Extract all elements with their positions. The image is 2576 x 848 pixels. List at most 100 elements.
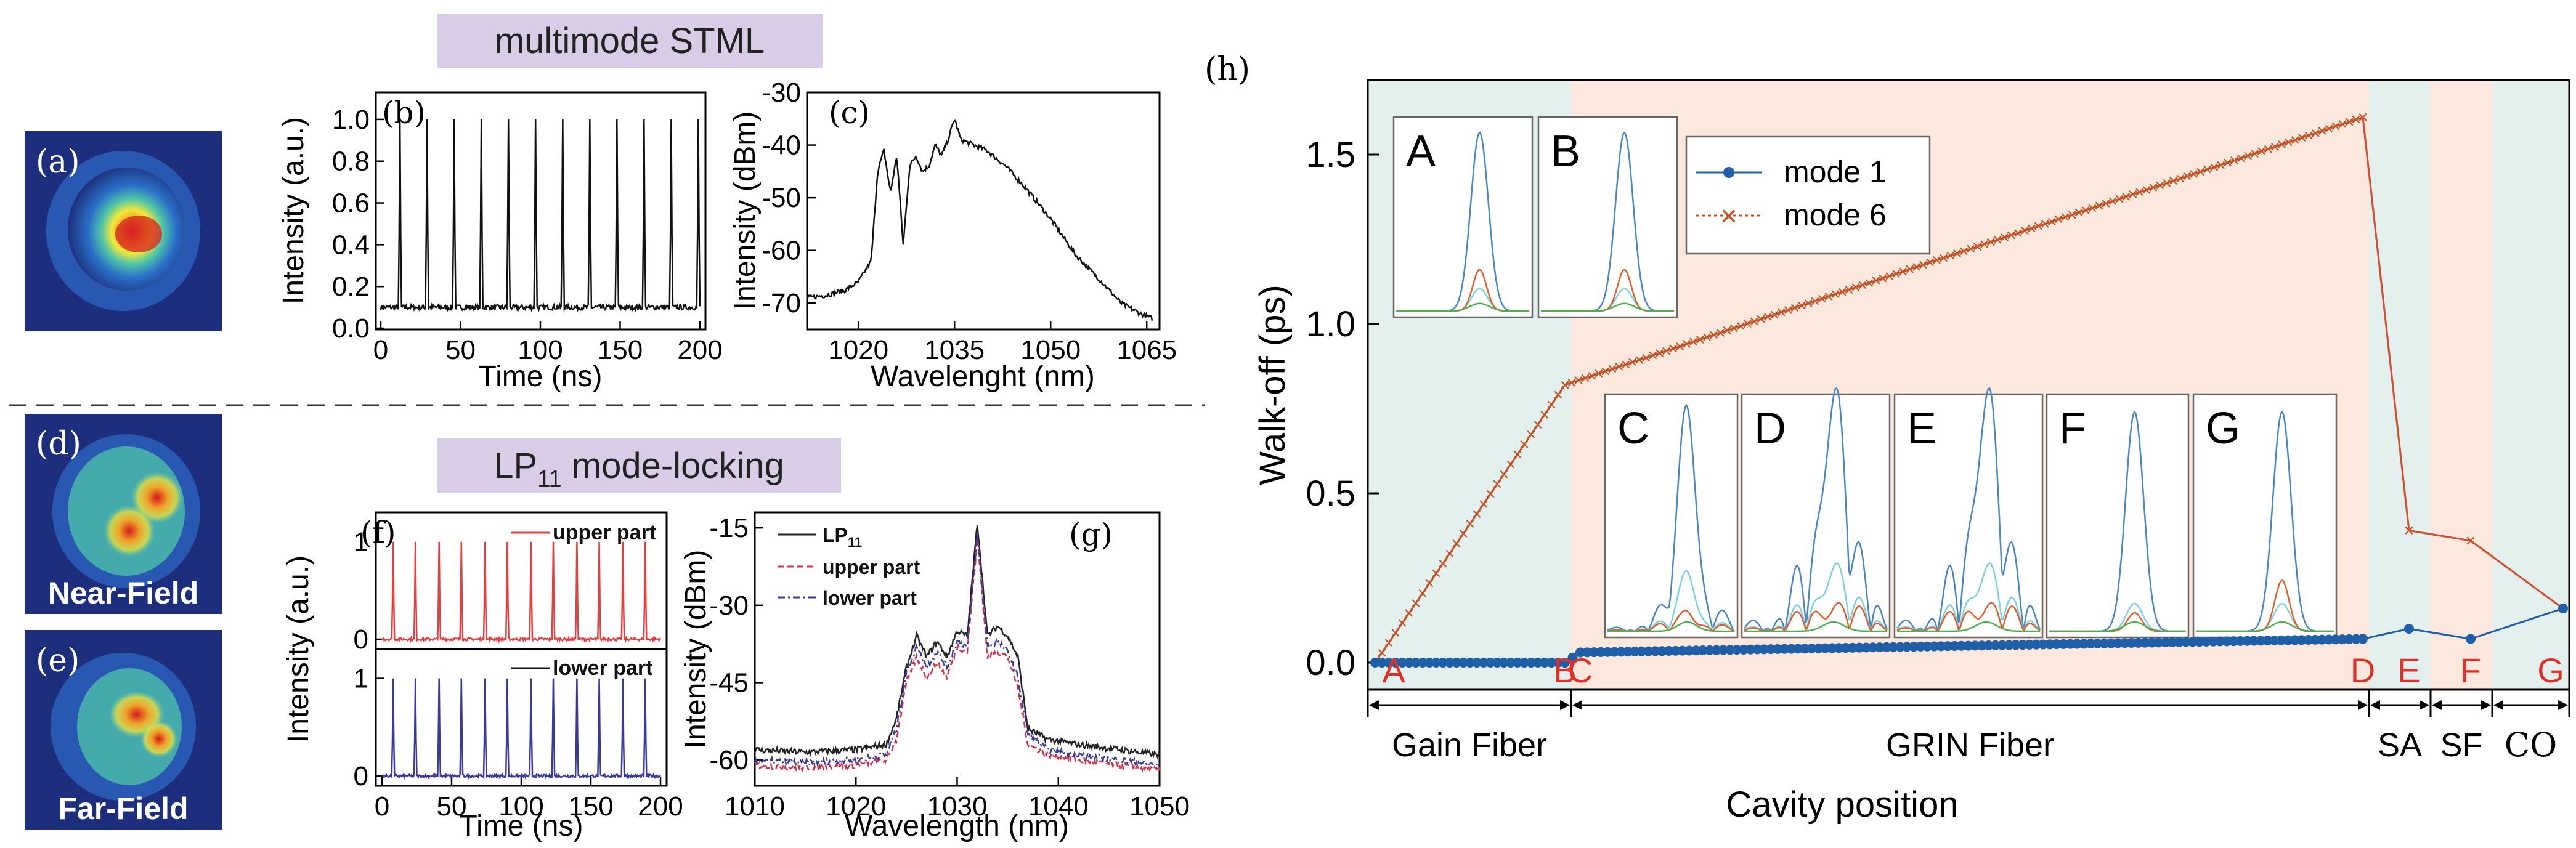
mode-1-marker [2065, 639, 2076, 649]
mode-1-marker [2222, 636, 2232, 647]
panel-f-xtick-label: 100 [498, 791, 543, 822]
inset-trace [1744, 621, 1887, 632]
mode-1-marker [2310, 634, 2320, 645]
mode-1-marker [2323, 634, 2334, 645]
mode-6-marker: ✕ [2141, 182, 2152, 198]
mode-6-marker: ✕ [1911, 260, 1922, 275]
mode-6-marker: ✕ [2317, 124, 2328, 139]
panel-h-ytick-label: 1.5 [1306, 135, 1355, 175]
mode-1-marker [1458, 658, 1468, 668]
mode-6-marker: ✕ [1796, 298, 1807, 313]
mode-6-marker: ✕ [2303, 128, 2314, 143]
mode-1-marker [1589, 647, 1599, 658]
mode-1-marker [1567, 652, 1578, 663]
mode-1-marker [2404, 624, 2414, 634]
legend-label-mode-1: mode 1 [1784, 155, 1887, 189]
mode-1-marker [2276, 635, 2286, 645]
mode-6-marker: ✕ [2019, 224, 2030, 239]
mode-6-marker: ✕ [1539, 407, 1550, 422]
inset-A: A [1392, 116, 1534, 318]
mode-1-marker [2242, 636, 2253, 646]
mode-1-marker [1636, 646, 1647, 656]
panel-b-pulse-trace [380, 119, 701, 313]
beam-image-e: (e) Far-Field [25, 630, 222, 830]
mode-6-marker: ✕ [1559, 378, 1570, 393]
mode-1-marker [2201, 636, 2211, 647]
mode-1-marker [1533, 658, 1543, 668]
panel-b-xtick-label: 200 [677, 335, 722, 365]
mode-6-marker: ✕ [1451, 536, 1462, 552]
mode-1-marker [2113, 638, 2123, 648]
mode-6-marker: ✕ [2012, 225, 2023, 241]
mode-6-marker: ✕ [1587, 368, 1598, 384]
beam-image-d: (d) Near-Field [25, 414, 222, 614]
mode-1-marker [1492, 658, 1502, 668]
mode-1-marker [1704, 645, 1715, 655]
panel-b-ytick-label: 0.8 [332, 147, 370, 177]
mode-1-marker [2045, 639, 2055, 650]
mode-1-marker [2119, 638, 2130, 648]
panel-b-xtick-label: 50 [445, 335, 476, 365]
segment-arrowhead [1560, 700, 1570, 710]
mode-1-marker [1684, 645, 1694, 656]
mode-1-marker [1752, 644, 1763, 655]
mode-6-marker: ✕ [1749, 314, 1760, 329]
inset-D: D [1741, 387, 1891, 639]
mode-6-marker: ✕ [2222, 155, 2233, 171]
panel-g-ytick-label: -60 [709, 745, 749, 775]
mode-1-marker [2249, 636, 2259, 646]
panel-b-ytick-label: 0.6 [332, 188, 370, 219]
mode-1-marker [2004, 640, 2014, 650]
panel-f-xtick-label: 50 [437, 791, 467, 822]
mode-6-marker: ✕ [2330, 119, 2341, 134]
panel-c-ytick-label: -60 [762, 236, 801, 266]
panel-g-ytick-label: -15 [709, 513, 749, 543]
mode-1-marker [2052, 639, 2062, 650]
mode-1-marker [2269, 635, 2280, 645]
panel-g-xtick-label: 1050 [1129, 791, 1190, 822]
inset-trace [1607, 621, 1734, 632]
inset-label-B: B [1551, 127, 1580, 176]
mode-6-marker: ✕ [1532, 417, 1543, 432]
mode-6-marker: ✕ [1553, 387, 1564, 403]
panel-g-xtick-label: 1040 [1028, 791, 1089, 822]
mode-1-marker [2317, 634, 2327, 645]
panel-h: (h) 0.00.51.01.5 A BC D E F G ✕✕✕✕✕✕✕✕✕✕✕✕✕✕✕… [1205, 51, 2570, 825]
mode-1-marker [1582, 647, 1593, 658]
mode-6-marker: ✕ [1667, 341, 1678, 357]
region-sf [2431, 80, 2492, 690]
panel-g-legend: LP11 upper part lower part [778, 524, 920, 609]
mode-6-marker: ✕ [2201, 162, 2212, 177]
mode-6-marker: ✕ [1417, 586, 1428, 601]
panel-h-ytick-label: 1.0 [1306, 304, 1355, 344]
mode-6-marker: ✕ [1992, 232, 2003, 248]
mode-6-marker: ✕ [1708, 328, 1719, 343]
mode-6-marker: ✕ [1782, 302, 1794, 318]
mode-1-marker [1902, 642, 1912, 652]
mode-1-marker [1664, 646, 1674, 656]
mode-1-marker [1718, 645, 1728, 655]
panel-g-xtick-label: 1030 [927, 791, 988, 822]
inset-trace [2049, 621, 2186, 632]
mode-6-marker: ✕ [2080, 203, 2091, 218]
mode-1-marker [1526, 658, 1536, 668]
mode-6-marker: ✕ [1965, 241, 1976, 257]
mode-1-marker [1739, 644, 1749, 655]
panel-c-ytick-label: -40 [762, 131, 801, 161]
mode-1-marker [2058, 639, 2069, 649]
panel-b-xlabel: Time (ns) [479, 360, 603, 393]
mode-6-marker: ✕ [1600, 364, 1611, 379]
mode-6-marker: ✕ [1559, 378, 1570, 393]
panel-g-ylabel: Intensity (dBm) [680, 550, 712, 749]
mode-1-marker [1977, 640, 1987, 651]
panel-f-ytick-label: 0 [354, 624, 368, 655]
mode-6-marker: ✕ [2290, 132, 2301, 148]
panel-c-xtick-label: 1050 [1020, 335, 1081, 365]
panel-c-xlabel: Wavelenght (nm) [871, 360, 1095, 393]
mode-6-marker: ✕ [1580, 371, 1591, 386]
mode-1-marker [2126, 638, 2137, 648]
mode-6-marker: ✕ [1999, 230, 2010, 246]
mode-6-marker: ✕ [1640, 350, 1651, 366]
panel-b-ylabel: Intensity (a.u.) [277, 117, 310, 304]
mode-6-marker: ✕ [2155, 178, 2166, 193]
